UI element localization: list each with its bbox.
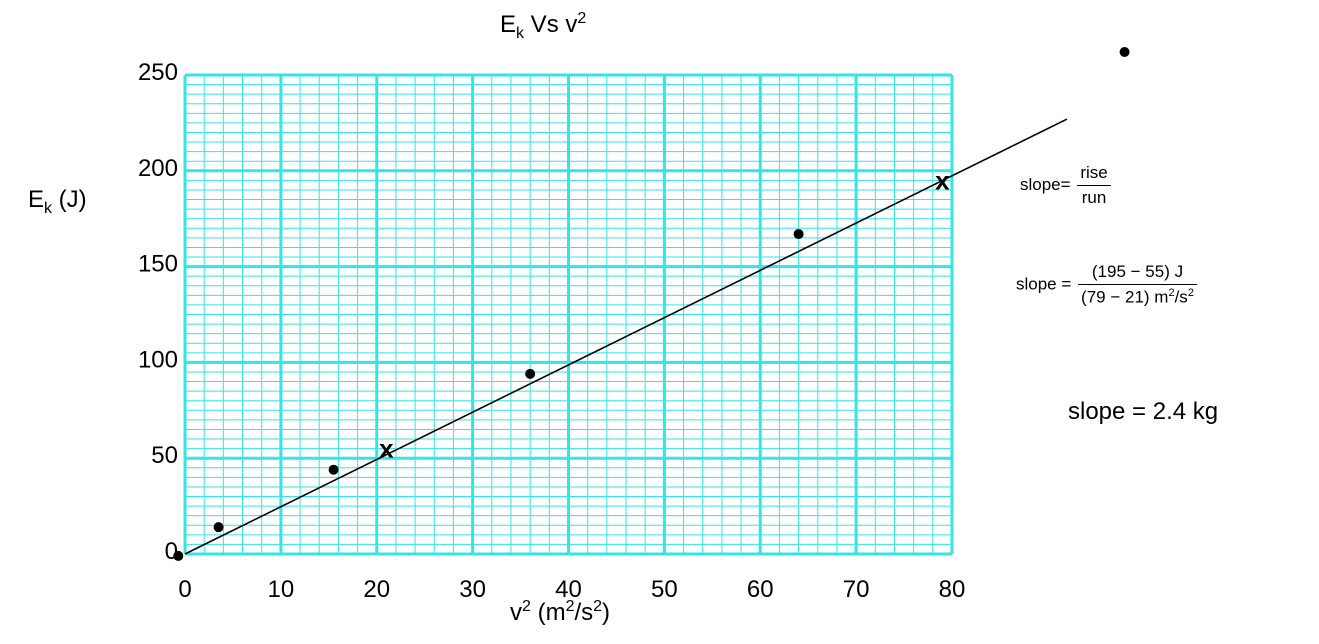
x-tick-label: 0 xyxy=(178,576,191,603)
data-points xyxy=(173,47,1130,561)
slope-marker-x: x xyxy=(935,165,950,195)
chart-title: Ek Vs v2 xyxy=(500,10,587,42)
y-tick-label: 50 xyxy=(151,442,178,469)
data-point xyxy=(173,550,184,561)
y-tick-label: 100 xyxy=(138,346,178,373)
values-denominator: (79 − 21) m2/s2 xyxy=(1081,287,1194,307)
x-tick-label: 60 xyxy=(747,576,774,603)
y-tick-label: 250 xyxy=(138,59,178,86)
slope-result: slope = 2.4 kg xyxy=(1068,398,1219,425)
y-axis-label: Ek (J) xyxy=(28,186,87,217)
grid-major-lines xyxy=(183,73,954,556)
rise-numerator: rise xyxy=(1077,163,1111,186)
x-tick-label: 70 xyxy=(843,576,870,603)
slope-marker-x: x xyxy=(379,434,394,464)
best-fit-line xyxy=(184,118,1068,555)
run-denominator: run xyxy=(1081,188,1107,207)
x-tick-label: 40 xyxy=(555,576,582,603)
y-tick-label: 150 xyxy=(138,251,178,278)
x-tick-label: 20 xyxy=(363,576,390,603)
slope-formula-values: slope = (195 − 55) J (79 − 21) m2/s2 xyxy=(1016,262,1197,308)
slope-formula-rise-run: slope= rise run xyxy=(1020,163,1111,208)
values-fraction: (195 − 55) J (79 − 21) m2/s2 xyxy=(1078,262,1197,308)
slope-marker-points: xx xyxy=(379,165,950,463)
data-point xyxy=(793,229,804,240)
x-tick-label: 10 xyxy=(268,576,295,603)
data-point xyxy=(213,522,224,533)
x-tick-label: 50 xyxy=(651,576,678,603)
data-point xyxy=(1119,47,1130,58)
x-axis-label: v2 (m2/s2) xyxy=(510,598,611,626)
data-point xyxy=(525,368,536,379)
rise-run-fraction: rise run xyxy=(1077,163,1111,208)
x-tick-label: 80 xyxy=(939,576,966,603)
values-numerator: (195 − 55) J xyxy=(1078,262,1197,285)
x-tick-label: 30 xyxy=(459,576,486,603)
data-point xyxy=(328,464,339,475)
y-tick-label: 200 xyxy=(138,155,178,182)
